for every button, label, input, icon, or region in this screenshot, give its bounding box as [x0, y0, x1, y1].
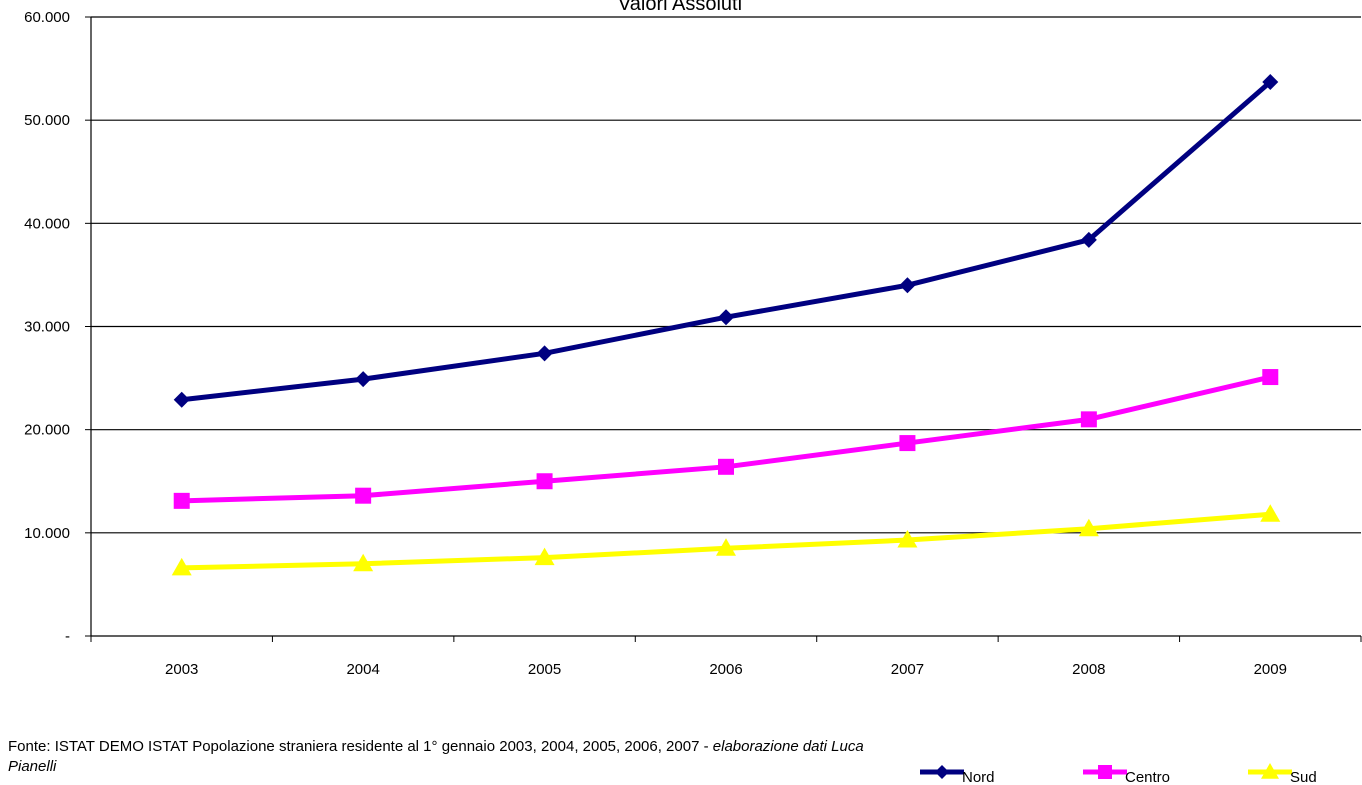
legend-label-centro: Centro — [1125, 769, 1170, 785]
x-axis-tick-labels: 2003 2004 2005 2006 2007 2008 2009 — [165, 661, 1287, 678]
data-point-centro — [899, 435, 916, 452]
y-tick-label: 60.000 — [24, 9, 70, 26]
series-sud — [171, 504, 1281, 576]
legend-marker-sud — [1261, 763, 1279, 779]
series-line-nord — [181, 80, 1272, 403]
y-axis-tick-labels: - 10.000 20.000 30.000 40.000 50.000 60.000 — [24, 9, 70, 645]
series-nord — [173, 73, 1279, 408]
x-tick-label: 2009 — [1254, 661, 1287, 678]
data-point-nord — [173, 391, 190, 408]
data-point-centro — [536, 473, 553, 490]
x-tick-label: 2008 — [1072, 661, 1105, 678]
data-point-nord — [718, 309, 734, 326]
source-text: Fonte: ISTAT DEMO ISTAT Popolazione stra… — [8, 738, 713, 755]
legend-label-sud: Sud — [1290, 769, 1317, 785]
x-tick-label: 2006 — [709, 661, 742, 678]
legend-marker-nord — [935, 765, 949, 779]
data-point-sud — [353, 553, 374, 572]
axes — [85, 16, 1362, 642]
source-note: Fonte: ISTAT DEMO ISTAT Popolazione stra… — [8, 737, 888, 777]
x-tick-label: 2003 — [165, 661, 198, 678]
legend-item-nord: Nord — [920, 765, 995, 785]
data-point-sud — [534, 547, 555, 566]
series-layer — [171, 73, 1281, 576]
data-point-nord — [355, 371, 372, 388]
legend-item-centro: Centro — [1083, 765, 1170, 785]
legend-item-sud: Sud — [1248, 763, 1317, 785]
data-point-nord — [899, 277, 916, 294]
data-point-sud — [897, 530, 918, 548]
data-point-centro — [1262, 369, 1279, 386]
data-point-nord — [1080, 231, 1097, 248]
data-point-sud — [1260, 504, 1281, 522]
y-tick-label: 20.000 — [24, 422, 70, 439]
data-point-nord — [1262, 73, 1279, 90]
y-tick-label: 50.000 — [24, 112, 70, 129]
gridlines — [91, 16, 1361, 534]
data-point-sud — [716, 538, 736, 556]
data-point-sud — [1078, 518, 1099, 537]
y-tick-label: 30.000 — [24, 319, 70, 336]
x-tick-label: 2007 — [891, 661, 924, 678]
legend-label-nord: Nord — [962, 769, 995, 785]
data-point-centro — [173, 492, 190, 509]
x-tick-label: 2004 — [346, 661, 379, 678]
y-tick-label: - — [65, 628, 70, 645]
data-point-centro — [355, 487, 372, 504]
series-line-centro — [181, 374, 1271, 504]
chart-title: Valori Assoluti — [618, 0, 742, 15]
legend: Nord Centro Sud — [920, 763, 1317, 785]
source-credit: elaborazione dati Luca Pianelli — [8, 738, 864, 775]
y-tick-label: 40.000 — [24, 215, 70, 232]
data-point-centro — [1080, 411, 1097, 428]
data-point-nord — [536, 345, 553, 362]
data-point-sud — [171, 557, 192, 576]
legend-marker-centro — [1098, 765, 1112, 779]
x-tick-label: 2005 — [528, 661, 561, 678]
data-point-centro — [718, 458, 734, 475]
series-centro — [173, 369, 1279, 509]
y-tick-label: 10.000 — [24, 525, 70, 542]
